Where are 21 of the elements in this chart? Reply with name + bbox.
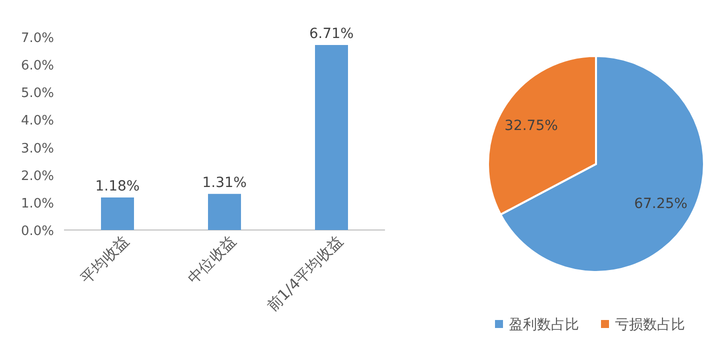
y-tick-label: 7.0% <box>20 31 54 46</box>
data-label: 6.71% <box>309 26 354 42</box>
y-tick-label: 2.0% <box>20 168 54 184</box>
y-tick-label: 1.0% <box>20 196 54 212</box>
data-label: 1.18% <box>95 178 140 194</box>
data-label: 32.75% <box>504 118 558 134</box>
data-label: 1.31% <box>202 174 247 191</box>
legend-label: 盈利数占比 <box>509 317 579 333</box>
x-tick-label: 前1/4平均收益 <box>263 232 346 315</box>
y-tick-label: 0.0% <box>20 224 54 239</box>
bar <box>208 194 241 230</box>
y-tick-label: 3.0% <box>20 141 54 156</box>
y-tick-label: 5.0% <box>20 86 54 102</box>
x-tick-label: 平均收益 <box>77 232 132 288</box>
data-label: 67.25% <box>634 196 688 212</box>
y-tick-label: 4.0% <box>20 114 54 129</box>
x-tick-label: 中位收益 <box>184 232 240 288</box>
bar <box>101 197 134 230</box>
legend-label: 亏损数占比 <box>615 317 685 333</box>
bar <box>315 44 348 230</box>
y-tick-label: 6.0% <box>20 58 54 74</box>
